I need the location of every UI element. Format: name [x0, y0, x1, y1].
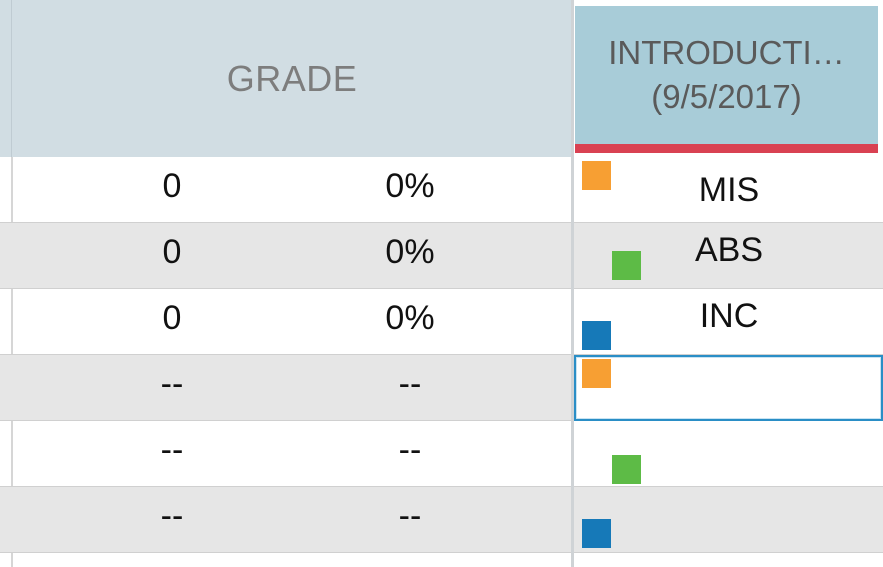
- grade-points: --: [160, 365, 184, 403]
- assignment-cells: MIS ABS INC: [574, 157, 883, 553]
- blue-square-icon: [582, 519, 611, 548]
- attendance-code: INC: [699, 297, 759, 335]
- orange-square-icon: [582, 359, 611, 388]
- assignment-column-header[interactable]: INTRODUCTI… (9/5/2017): [575, 6, 878, 144]
- grade-row: -- --: [0, 421, 571, 487]
- grade-row: 0 0%: [0, 289, 571, 355]
- grade-row: -- --: [0, 487, 571, 553]
- grade-points: --: [160, 497, 184, 535]
- grade-points: 0: [162, 233, 182, 271]
- green-square-icon: [612, 251, 641, 280]
- assignment-date: (9/5/2017): [651, 78, 802, 115]
- grade-points: --: [160, 431, 184, 469]
- attendance-code: ABS: [694, 231, 764, 269]
- assignment-status-bar: [575, 144, 878, 153]
- grade-row: 0 0%: [0, 157, 571, 223]
- grade-row: 0 0%: [0, 223, 571, 289]
- assignment-cell-selected[interactable]: [574, 355, 883, 421]
- grade-points: 0: [162, 167, 182, 205]
- assignment-cell[interactable]: INC: [574, 289, 883, 355]
- assignment-title: INTRODUCTI…: [608, 34, 845, 71]
- column-divider-mid[interactable]: [571, 0, 574, 567]
- attendance-code: MIS: [698, 171, 760, 209]
- green-square-icon: [612, 455, 641, 484]
- grade-rows: 0 0% 0 0% 0 0% -- -- -- -- -- --: [0, 157, 571, 553]
- grade-row: -- --: [0, 355, 571, 421]
- assignment-cell[interactable]: MIS: [574, 157, 883, 223]
- grade-percent: --: [398, 365, 422, 403]
- assignment-cell[interactable]: ABS: [574, 223, 883, 289]
- row-header-stub: [0, 0, 12, 157]
- assignment-cell[interactable]: [574, 487, 883, 553]
- grade-percent: --: [398, 497, 422, 535]
- grade-percent: 0%: [385, 299, 435, 337]
- grade-percent: 0%: [385, 233, 435, 271]
- grade-column-header: [0, 0, 572, 157]
- grade-percent: --: [398, 431, 422, 469]
- blue-square-icon: [582, 321, 611, 350]
- grade-header-label: GRADE: [226, 57, 358, 99]
- grade-points: 0: [162, 299, 182, 337]
- orange-square-icon: [582, 161, 611, 190]
- grade-percent: 0%: [385, 167, 435, 205]
- assignment-cell[interactable]: [574, 421, 883, 487]
